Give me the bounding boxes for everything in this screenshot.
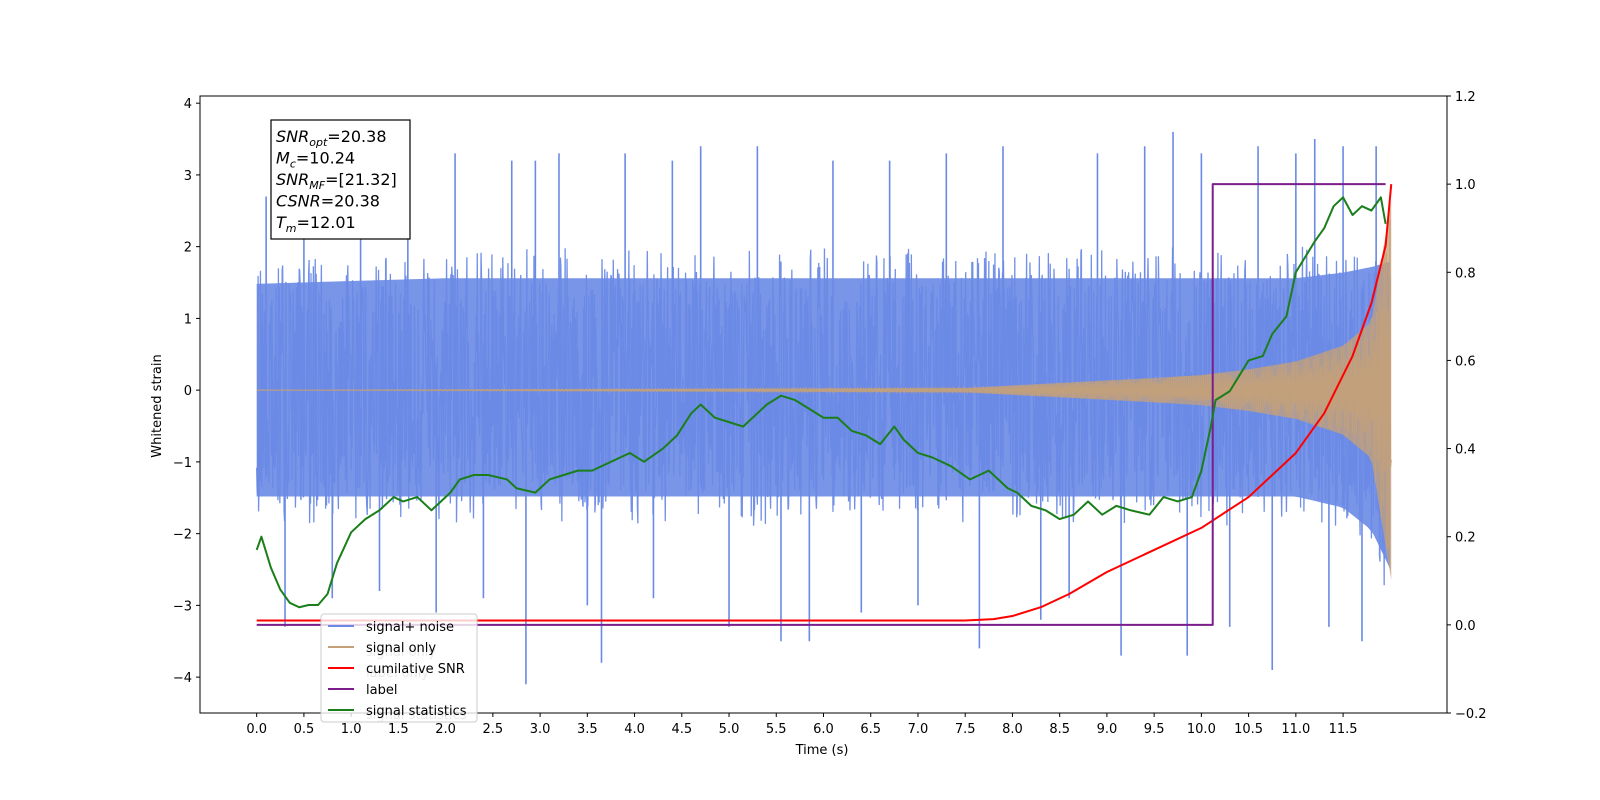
x-tick-label: 5.5 (766, 722, 787, 737)
legend-entry-label: signal only (366, 641, 436, 656)
annotation-line: Mc=10.24 (276, 149, 355, 171)
x-tick-label: 10.0 (1187, 722, 1216, 737)
annotation-frame (270, 119, 411, 240)
legend: signal onlylabel onlysignal statisticssi… (320, 613, 478, 723)
series-label (256, 183, 1386, 626)
x-tick-label: 7.5 (955, 722, 976, 737)
y2-tick-label: −0.2 (1455, 707, 1487, 722)
y-tick-label: −1 (173, 456, 192, 471)
x-tick-label: 0.5 (294, 722, 315, 737)
y2-tick-label: 1.2 (1455, 90, 1476, 105)
y2-tick-label: 0.4 (1455, 443, 1476, 458)
x-tick-label: 1.5 (388, 722, 409, 737)
x-tick-label: 9.5 (1144, 722, 1165, 737)
y2-tick-label: 1.0 (1455, 178, 1476, 193)
x-tick-label: 11.0 (1281, 722, 1310, 737)
x-tick-label: 10.5 (1234, 722, 1263, 737)
x-tick-label: 3.0 (530, 722, 551, 737)
x-axis: 0.0 0.5 1.0 1.5 2.0 2.5 3.0 3.5 4.0 4.5 5.0 5.5 6.0 6… (246, 713, 1358, 737)
y-tick-label: 1 (184, 312, 192, 327)
annotation-line: Tm=12.01 (276, 213, 356, 235)
y-tick-label: −2 (173, 528, 192, 543)
legend-entry-label: label (366, 683, 397, 698)
y2-tick-label: 0.8 (1455, 266, 1476, 281)
y2-tick-label: 0.2 (1455, 531, 1476, 546)
y2-tick-label: 0.6 (1455, 354, 1476, 369)
x-tick-label: 4.0 (624, 722, 645, 737)
y-tick-label: −4 (173, 671, 192, 686)
noise-band-core (256, 261, 1391, 570)
y-axis-right: −0.2 0.0 0.2 0.4 0.6 0.8 1.0 1.2 (1447, 90, 1487, 722)
x-tick-label: 8.0 (1002, 722, 1023, 737)
x-tick-label: 3.5 (577, 722, 598, 737)
x-tick-label: 5.0 (719, 722, 740, 737)
x-tick-label: 2.0 (435, 722, 456, 737)
series-signal-statistics (255, 196, 1387, 609)
x-tick-label: 11.5 (1329, 722, 1358, 737)
x-tick-label: 9.0 (1097, 722, 1118, 737)
annotation-line: SNRMF=[21.32] (276, 170, 397, 192)
series-cumulative-snr (256, 184, 1393, 622)
x-tick-label: 6.5 (860, 722, 881, 737)
legend-frame (320, 613, 478, 723)
legend-entry-label: signal statistics (366, 704, 467, 719)
x-tick-label: 4.5 (671, 722, 692, 737)
y-tick-label: 4 (184, 97, 192, 112)
y-axis-left: −4 −3 −2 −1 0 1 2 3 4 (173, 97, 200, 686)
annotation-box: SNRopt=20.38Mc=10.24SNRMF=[21.32]CSNR=20… (270, 119, 411, 240)
x-tick-label: 1.0 (341, 722, 362, 737)
annotation-line: CSNR=20.38 (276, 192, 380, 211)
x-axis-label: Time (s) (795, 743, 849, 758)
x-tick-label: 8.5 (1049, 722, 1070, 737)
x-tick-label: 7.0 (908, 722, 929, 737)
x-tick-label: 2.5 (483, 722, 504, 737)
x-tick-label: 0.0 (246, 722, 267, 737)
y-tick-label: −3 (173, 599, 192, 614)
annotation-line: SNRopt=20.38 (276, 127, 387, 149)
y2-tick-label: 0.0 (1455, 619, 1476, 634)
y-tick-label: 0 (184, 384, 192, 399)
y-tick-label: 3 (184, 169, 192, 184)
y-tick-label: 2 (184, 241, 192, 256)
x-tick-label: 6.0 (813, 722, 834, 737)
y-axis-label: Whitened strain (150, 354, 165, 457)
legend-entry-label: cumilative SNR (366, 662, 465, 677)
legend-entry-label: signal+ noise (366, 620, 454, 635)
signal-only-envelope (256, 200, 1392, 581)
